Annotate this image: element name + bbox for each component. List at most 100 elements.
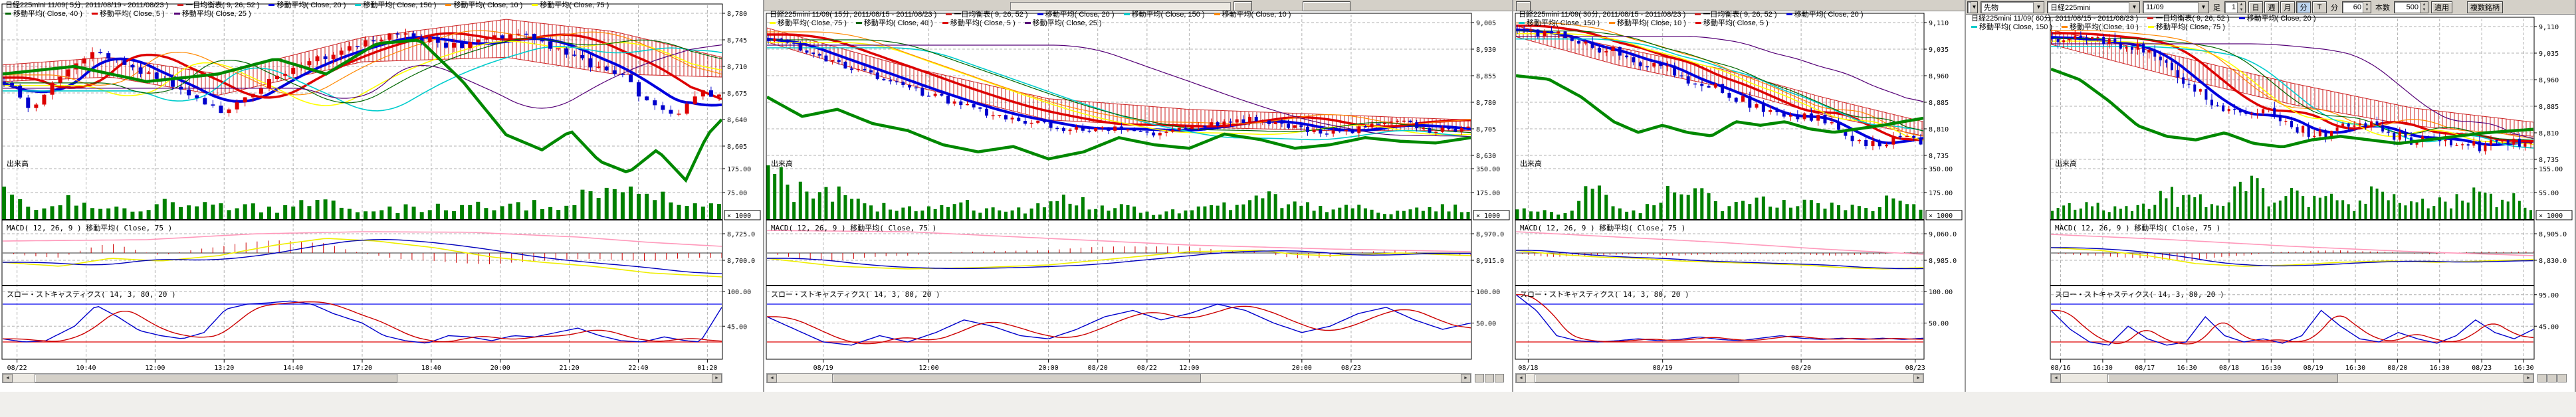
x-axis-label: 16:30 [2261,365,2281,372]
combo-fragment[interactable]: ▼ [1967,1,1978,13]
chevron-down-icon: ▼ [2033,1,2044,13]
window-button-icon[interactable] [1495,374,1504,382]
volume-section-label: 出来高 [1520,159,1542,168]
x-axis-label: 08/17 [2135,365,2155,372]
chart-canvas[interactable]: 08/19 12:00 20:00 08/20 08/22 12:00 20:00 08/23… [764,0,1513,392]
x-axis-label: 12:00 [919,365,939,372]
volume-axis-label: 75.00 [727,190,747,197]
price-axis-label: 8,930 [1476,46,1496,54]
toolbar-button-fragment[interactable] [1516,1,1531,11]
horizontal-scrollbar[interactable]: ◄ ► [1515,373,1924,383]
symbol-select[interactable]: 日経225mini ▼ [2047,1,2140,13]
macd-axis-label: 8,915.0 [1476,258,1504,265]
chart-pane-30min[interactable]: 日経225mini 11/09( 30分, 2011/08/15 - 2011/… [1513,0,1966,392]
toolbar-button-fragment[interactable] [1234,1,1252,11]
window-corner-buttons[interactable] [1475,374,1504,382]
bar-unit-spinner[interactable]: 1 ▲ ▼ [2224,1,2246,13]
legend-color-icon [1786,13,1792,15]
multi-symbol-button[interactable]: 複数銘柄 [2467,1,2503,13]
scroll-right-icon[interactable]: ► [1913,374,1923,382]
stoch-axis-label: 95.00 [2539,292,2559,299]
stoch-section-label: スロー・ストキャスティクス( 14, 3, 80, 20 ) [7,290,176,299]
legend-item: 移動平均( Close, 75 ) [770,19,847,27]
x-axis-label: 18:40 [421,365,441,372]
bar-count-label: 本数 [2375,3,2390,12]
scroll-right-icon[interactable]: ► [1461,374,1471,382]
legend-color-icon [946,13,952,15]
symbol-value: 日経225mini [2050,3,2091,12]
scroll-right-icon[interactable]: ► [712,374,722,382]
legend-color-icon [1037,13,1043,15]
period-button-分[interactable]: 分 [2296,1,2311,13]
toolbar-scroll-track[interactable] [1010,2,1231,11]
spinner-arrows-icon[interactable]: ▲ ▼ [2420,1,2428,13]
legend-color-icon [1609,21,1616,24]
legend-color-icon [1695,21,1701,24]
scrollbar-thumb[interactable] [34,374,397,382]
legend-item: 移動平均( Close, 5 ) [1695,19,1769,27]
window-button-icon[interactable] [1475,374,1484,382]
chevron-down-icon: ▼ [1971,1,1977,13]
window-corner-buttons[interactable] [2537,374,2567,382]
toolbar-button-fragment[interactable] [1303,1,1350,11]
macd-section-label: MACD( 12, 26, 9 ) 移動平均( Close, 75 ) [771,223,936,232]
minute-spinner[interactable]: 60 ▲ ▼ [2342,1,2371,13]
x-axis-label: 08/23 [2472,365,2492,372]
pane-header-line2: 移動平均( Close, 150 ) 移動平均( Close, 10 ) 移動平均(… [1519,19,1778,28]
asset-class-select[interactable]: 先物 ▼ [1981,1,2044,13]
spinner-arrows-icon[interactable]: ▲ ▼ [2237,1,2245,13]
scrollbar-thumb[interactable] [1534,374,1739,382]
apply-button[interactable]: 適用 [2431,1,2452,13]
scroll-left-icon[interactable]: ◄ [3,374,13,382]
period-button-T[interactable]: T [2312,1,2327,13]
legend-item: 移動平均( Close, 10 ) [445,1,522,9]
horizontal-scrollbar[interactable]: ◄ ► [766,373,1471,383]
scroll-left-icon[interactable]: ◄ [2051,374,2061,382]
spinner-arrows-icon[interactable]: ▲ ▼ [2363,1,2371,13]
price-axis-label: 8,735 [2539,157,2559,164]
contract-month-select[interactable]: 11/09 ▼ [2143,1,2209,13]
x-axis-label: 08/16 [2050,365,2070,372]
legend-item: 一目均衡表( 9, 26, 52 ) [2147,15,2230,23]
x-axis-label: 08/19 [1653,365,1673,372]
window-button-icon[interactable] [2547,374,2557,382]
window-button-icon[interactable] [2557,374,2567,382]
chart-pane-15min[interactable]: 日経225mini 11/09( 15分, 2011/08/15 - 2011/… [764,0,1513,392]
period-button-週[interactable]: 週 [2264,1,2279,13]
chart-canvas[interactable]: 08/16 16:30 08/17 16:30 08/18 16:30 08/19 16:30… [1966,0,2576,392]
legend-item: 移動平均( Close, 150 ) [1123,11,1205,19]
x-axis-label: 08/18 [1518,365,1538,372]
scroll-left-icon[interactable]: ◄ [767,374,777,382]
chart-pane-5min[interactable]: 日経225mini 11/09( 5分, 2011/08/19 - 2011/0… [0,0,764,392]
legend-color-icon [173,12,180,15]
scrollbar-thumb[interactable] [2107,374,2339,382]
legend-color-icon [942,21,948,24]
bar-count-spinner[interactable]: 500 ▲ ▼ [2394,1,2428,13]
x-axis-label: 08/22 [7,365,27,372]
window-button-icon[interactable] [1485,374,1494,382]
price-axis-label: 9,035 [1929,46,1949,54]
horizontal-scrollbar[interactable]: ◄ ► [2050,373,2534,383]
horizontal-scrollbar[interactable]: ◄ ► [2,373,722,383]
macd-axis-label: 9,060.0 [1929,231,1957,238]
scrollbar-thumb[interactable] [832,374,1201,382]
window-button-icon[interactable] [2537,374,2547,382]
minute-value: 60 [2353,3,2361,11]
period-button-月[interactable]: 月 [2280,1,2295,13]
scroll-right-icon[interactable]: ► [2523,374,2533,382]
volume-section-label: 出来高 [7,159,29,168]
chart-canvas[interactable]: 08/22 10:40 12:00 13:20 14:40 17:20 18:40 20:00… [0,0,764,392]
chart-canvas[interactable]: 08/18 08/19 08/20 08/23 9,110 9,035 8,960 8,885… [1513,0,1966,392]
x-axis-label: 16:30 [2430,365,2450,372]
price-axis-label: 9,110 [1929,20,1949,27]
x-axis-label: 08/20 [1088,365,1108,372]
legend-item: 一目均衡表( 9, 26, 52 ) [177,1,259,9]
legend-color-icon [268,3,275,6]
legend-color-icon [2147,17,2154,19]
scroll-left-icon[interactable]: ◄ [1516,374,1526,382]
price-axis-label: 8,675 [727,90,747,98]
price-axis-label: 8,780 [1476,100,1496,107]
macd-axis-label: 8,905.0 [2539,231,2567,238]
period-button-日[interactable]: 日 [2248,1,2263,13]
